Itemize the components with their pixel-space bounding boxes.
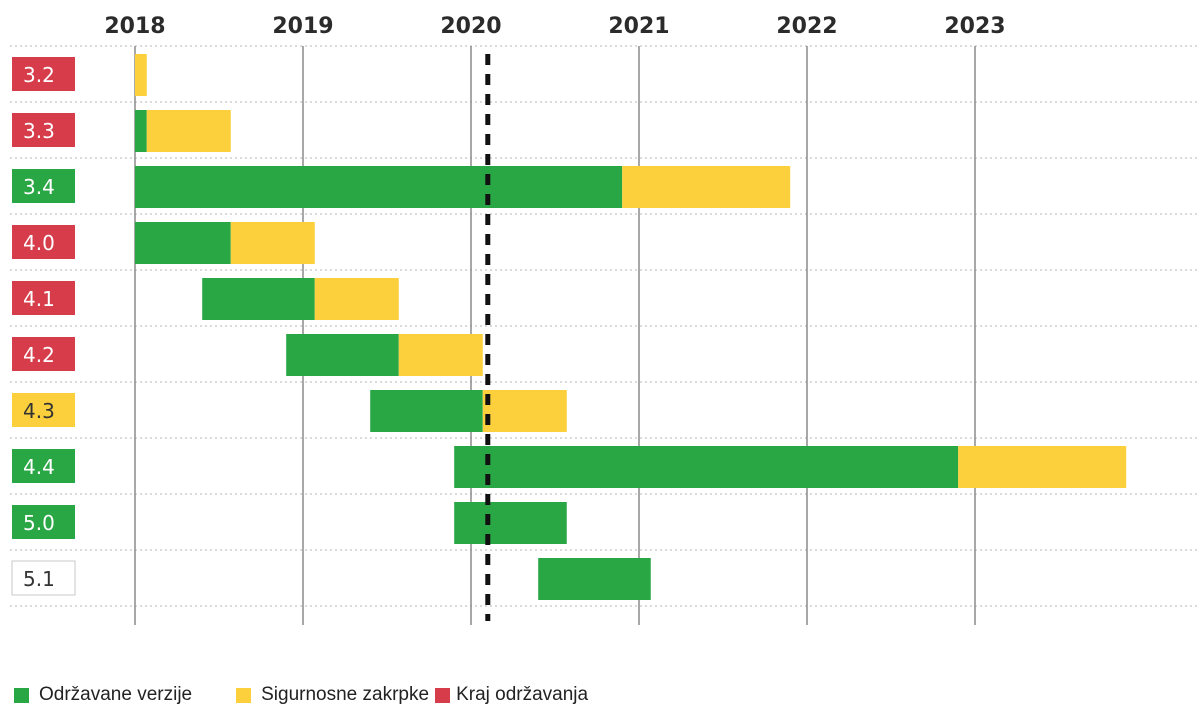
version-label-box <box>12 281 75 315</box>
version-label-box <box>12 169 75 203</box>
legend-item-end-of-life: Kraj održavanja <box>435 684 588 706</box>
version-label: 5.0 <box>23 511 55 535</box>
bar-security <box>622 166 791 208</box>
bar-security <box>398 334 483 376</box>
legend-item-security: Sigurnosne zakrpke <box>236 684 429 706</box>
bar-maintained <box>135 110 147 152</box>
legend-label-maintained: Održavane verzije <box>39 684 193 705</box>
legend-swatch-maintained <box>14 687 29 703</box>
version-bars <box>135 54 1127 600</box>
year-tick-label: 2021 <box>608 14 669 39</box>
bar-maintained <box>538 558 651 600</box>
bar-security <box>314 278 399 320</box>
bar-maintained <box>370 390 483 432</box>
bar-maintained <box>454 446 959 488</box>
bar-maintained <box>135 166 623 208</box>
version-label-box <box>11 560 76 596</box>
release-timeline-chart: 3.23.33.44.04.14.24.34.45.05.1 2018 2019 2… <box>10 14 1200 625</box>
bar-security <box>135 54 147 96</box>
year-tick-label: 2022 <box>776 14 837 39</box>
bar-maintained <box>286 334 399 376</box>
version-label-box <box>12 57 75 91</box>
bar-maintained <box>454 502 567 544</box>
legend-swatch-end-of-life <box>435 687 451 703</box>
version-label: 4.4 <box>23 455 55 479</box>
version-label-box <box>12 113 75 147</box>
version-label: 4.3 <box>23 399 55 423</box>
version-label-box <box>12 393 75 427</box>
year-tick-labels: 2018 2019 2020 2021 2022 2023 <box>104 14 1005 39</box>
bar-maintained <box>202 278 315 320</box>
version-label: 3.2 <box>23 63 55 87</box>
bar-security <box>146 110 231 152</box>
legend-label-end-of-life: Kraj održavanja <box>456 684 589 705</box>
version-label: 4.2 <box>23 343 55 367</box>
year-tick-label: 2023 <box>944 14 1005 39</box>
version-label-box <box>12 225 75 259</box>
version-labels: 3.2 3.3 3.4 4.0 4.1 4.2 4.3 4.4 5.0 5.1 <box>11 57 76 596</box>
year-tick-label: 2018 <box>104 14 165 39</box>
legend-swatch-security <box>236 687 252 703</box>
version-label-box <box>12 449 75 483</box>
version-label-box <box>12 505 75 539</box>
version-label: 3.3 <box>23 119 55 143</box>
bar-maintained <box>135 222 231 264</box>
bar-security <box>482 390 567 432</box>
version-label: 3.4 <box>23 175 55 199</box>
bar-security <box>230 222 315 264</box>
bar-security <box>958 446 1127 488</box>
legend: Održavane verzije Sigurnosne zakrpke Kra… <box>14 683 588 707</box>
year-tick-label: 2020 <box>440 14 501 39</box>
version-label: 4.0 <box>23 231 55 255</box>
version-label: 4.1 <box>23 287 55 311</box>
legend-label-security: Sigurnosne zakrpke <box>261 684 430 705</box>
legend-item-maintained: Održavane verzije <box>14 684 192 706</box>
version-label: 5.1 <box>23 567 55 591</box>
version-label-box <box>12 337 75 371</box>
year-tick-label: 2019 <box>272 14 333 39</box>
